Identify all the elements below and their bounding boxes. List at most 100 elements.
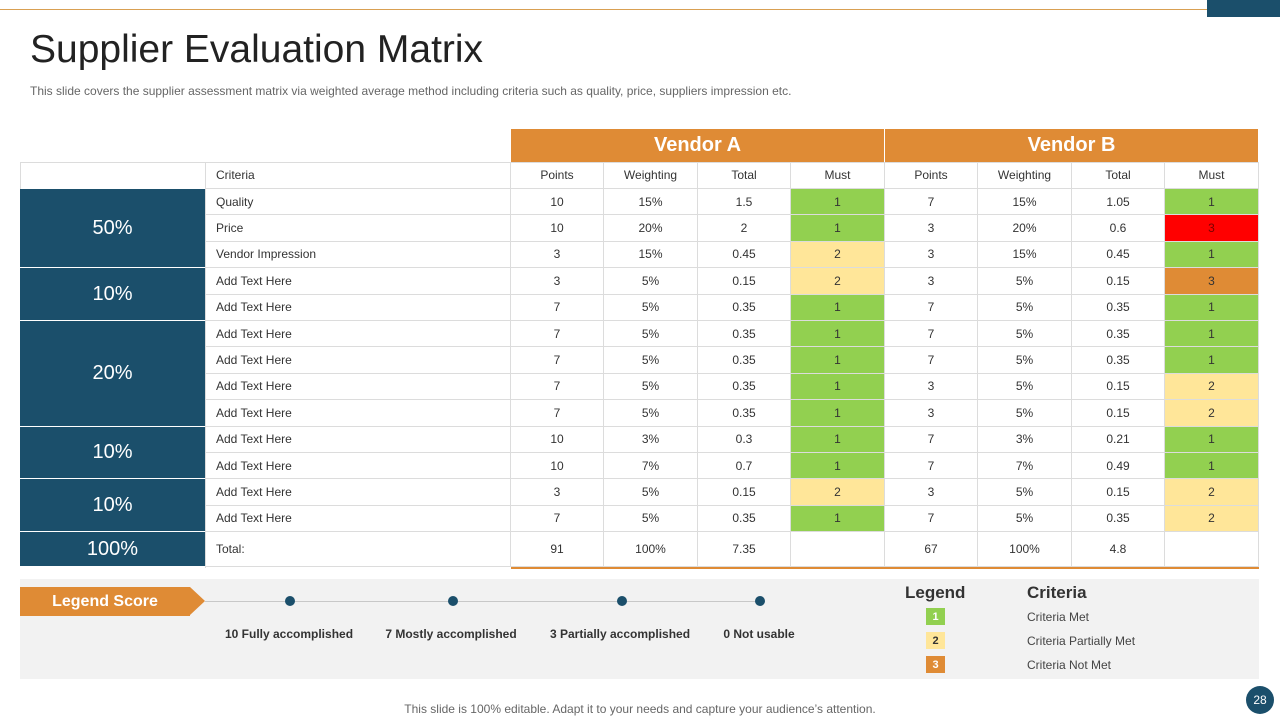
top-accent-block — [1207, 0, 1280, 17]
vendor-a-total-cell — [791, 532, 885, 568]
vendor-a-cell: 7 — [511, 347, 604, 374]
vendor-a-cell: 0.35 — [698, 400, 791, 427]
vendor-a-cell: 7 — [511, 321, 604, 348]
column-header: Total — [698, 162, 791, 189]
vendor-a-cell: 0.35 — [698, 321, 791, 348]
legend-text-partial: Criteria Partially Met — [1027, 634, 1136, 648]
vendor-b-cell: 5% — [978, 400, 1072, 427]
vendor-b-cell: 5% — [978, 294, 1072, 321]
vendor-a-must-cell: 1 — [791, 321, 885, 348]
vendor-a-cell: 1.5 — [698, 189, 791, 216]
vendor-b-cell: 0.21 — [1072, 426, 1165, 453]
vendor-b-total-cell — [1165, 532, 1259, 568]
vendor-b-cell: 0.45 — [1072, 241, 1165, 269]
vendor-a-cell: 7 — [511, 294, 604, 321]
score-dot — [617, 596, 627, 606]
vendor-a-cell: 5% — [604, 321, 698, 348]
vendor-b-cell: 0.15 — [1072, 268, 1165, 295]
legend-panel — [20, 579, 1259, 679]
vendor-b-cell: 7 — [885, 294, 978, 321]
vendor-b-must-cell: 1 — [1165, 241, 1259, 269]
vendor-b-must-cell: 1 — [1165, 426, 1259, 453]
legend-text-not-met: Criteria Not Met — [1027, 658, 1112, 672]
vendor-a-must-cell: 1 — [791, 294, 885, 321]
criteria-cell: Add Text Here — [205, 505, 511, 533]
legend-score-line — [205, 601, 765, 602]
vendor-b-cell: 5% — [978, 373, 1072, 401]
vendor-b-must-cell: 1 — [1165, 453, 1259, 480]
score-dot — [755, 596, 765, 606]
vendor-b-cell: 0.15 — [1072, 373, 1165, 401]
score-dot — [285, 596, 295, 606]
vendor-a-cell: 10 — [511, 453, 604, 480]
column-header: Weighting — [604, 162, 698, 189]
vendor-a-cell: 10 — [511, 426, 604, 453]
column-header-criteria: Criteria — [205, 162, 511, 189]
vendor-b-cell: 15% — [978, 241, 1072, 269]
vendor-b-cell: 0.35 — [1072, 294, 1165, 321]
vendor-a-header: Vendor A — [511, 129, 884, 162]
column-header: Weighting — [978, 162, 1072, 189]
criteria-cell: Vendor Impression — [205, 241, 511, 269]
legend-score-arrow — [190, 587, 205, 615]
vendor-b-cell: 7 — [885, 426, 978, 453]
vendor-a-cell: 0.3 — [698, 426, 791, 453]
vendor-a-cell: 0.35 — [698, 347, 791, 374]
vendor-b-cell: 0.15 — [1072, 400, 1165, 427]
vendor-b-cell: 3% — [978, 426, 1072, 453]
vendor-a-cell: 0.15 — [698, 268, 791, 295]
vendor-b-must-cell: 1 — [1165, 189, 1259, 216]
vendor-b-total-cell: 100% — [978, 532, 1072, 568]
vendor-a-must-cell: 1 — [791, 505, 885, 533]
vendor-a-cell: 0.45 — [698, 241, 791, 269]
column-header: Must — [1165, 162, 1259, 189]
vendor-a-total-cell: 91 — [511, 532, 604, 568]
vendor-b-total-cell: 67 — [885, 532, 978, 568]
vendor-b-cell: 0.35 — [1072, 321, 1165, 348]
criteria-cell: Add Text Here — [205, 321, 511, 348]
vendor-a-total-cell: 7.35 — [698, 532, 791, 568]
column-header: Points — [511, 162, 604, 189]
score-dot — [448, 596, 458, 606]
vendor-a-must-cell: 1 — [791, 215, 885, 242]
vendor-a-cell: 3 — [511, 268, 604, 295]
vendor-a-cell: 7% — [604, 453, 698, 480]
vendor-b-must-cell: 3 — [1165, 215, 1259, 242]
vendor-a-must-cell: 2 — [791, 268, 885, 295]
vendor-a-must-cell: 1 — [791, 453, 885, 480]
total-label: Total: — [205, 532, 511, 568]
legend-swatch-partial: 2 — [926, 632, 945, 649]
criteria-cell: Price — [205, 215, 511, 242]
vendor-b-cell: 1.05 — [1072, 189, 1165, 216]
matrix-corner — [20, 162, 205, 189]
vendor-b-cell: 0.35 — [1072, 505, 1165, 533]
vendor-b-total-cell: 4.8 — [1072, 532, 1165, 568]
vendor-b-cell: 3 — [885, 400, 978, 427]
vendor-b-cell: 0.15 — [1072, 479, 1165, 506]
vendor-a-cell: 10 — [511, 215, 604, 242]
criteria-cell: Add Text Here — [205, 373, 511, 401]
score-label-not-usable: 0 Not usable — [723, 627, 795, 641]
criteria-cell: Add Text Here — [205, 426, 511, 453]
weight-group: 10% — [20, 479, 205, 533]
vendor-a-cell: 0.35 — [698, 505, 791, 533]
legend-heading: Legend — [905, 583, 966, 602]
vendor-a-cell: 0.35 — [698, 373, 791, 401]
vendor-a-cell: 20% — [604, 215, 698, 242]
vendor-a-total-cell: 100% — [604, 532, 698, 568]
vendor-b-cell: 5% — [978, 479, 1072, 506]
score-label-partially: 3 Partially accomplished — [549, 627, 691, 641]
vendor-b-must-cell: 1 — [1165, 321, 1259, 348]
criteria-cell: Add Text Here — [205, 268, 511, 295]
vendor-b-cell: 3 — [885, 215, 978, 242]
vendor-b-cell: 7 — [885, 505, 978, 533]
criteria-cell: Add Text Here — [205, 347, 511, 374]
criteria-cell: Add Text Here — [205, 400, 511, 427]
vendor-b-cell: 0.6 — [1072, 215, 1165, 242]
page-subtitle: This slide covers the supplier assessmen… — [30, 84, 792, 98]
vendor-a-cell: 3% — [604, 426, 698, 453]
vendor-b-must-cell: 2 — [1165, 400, 1259, 427]
vendor-b-cell: 3 — [885, 373, 978, 401]
vendor-a-cell: 7 — [511, 400, 604, 427]
column-header: Points — [885, 162, 978, 189]
